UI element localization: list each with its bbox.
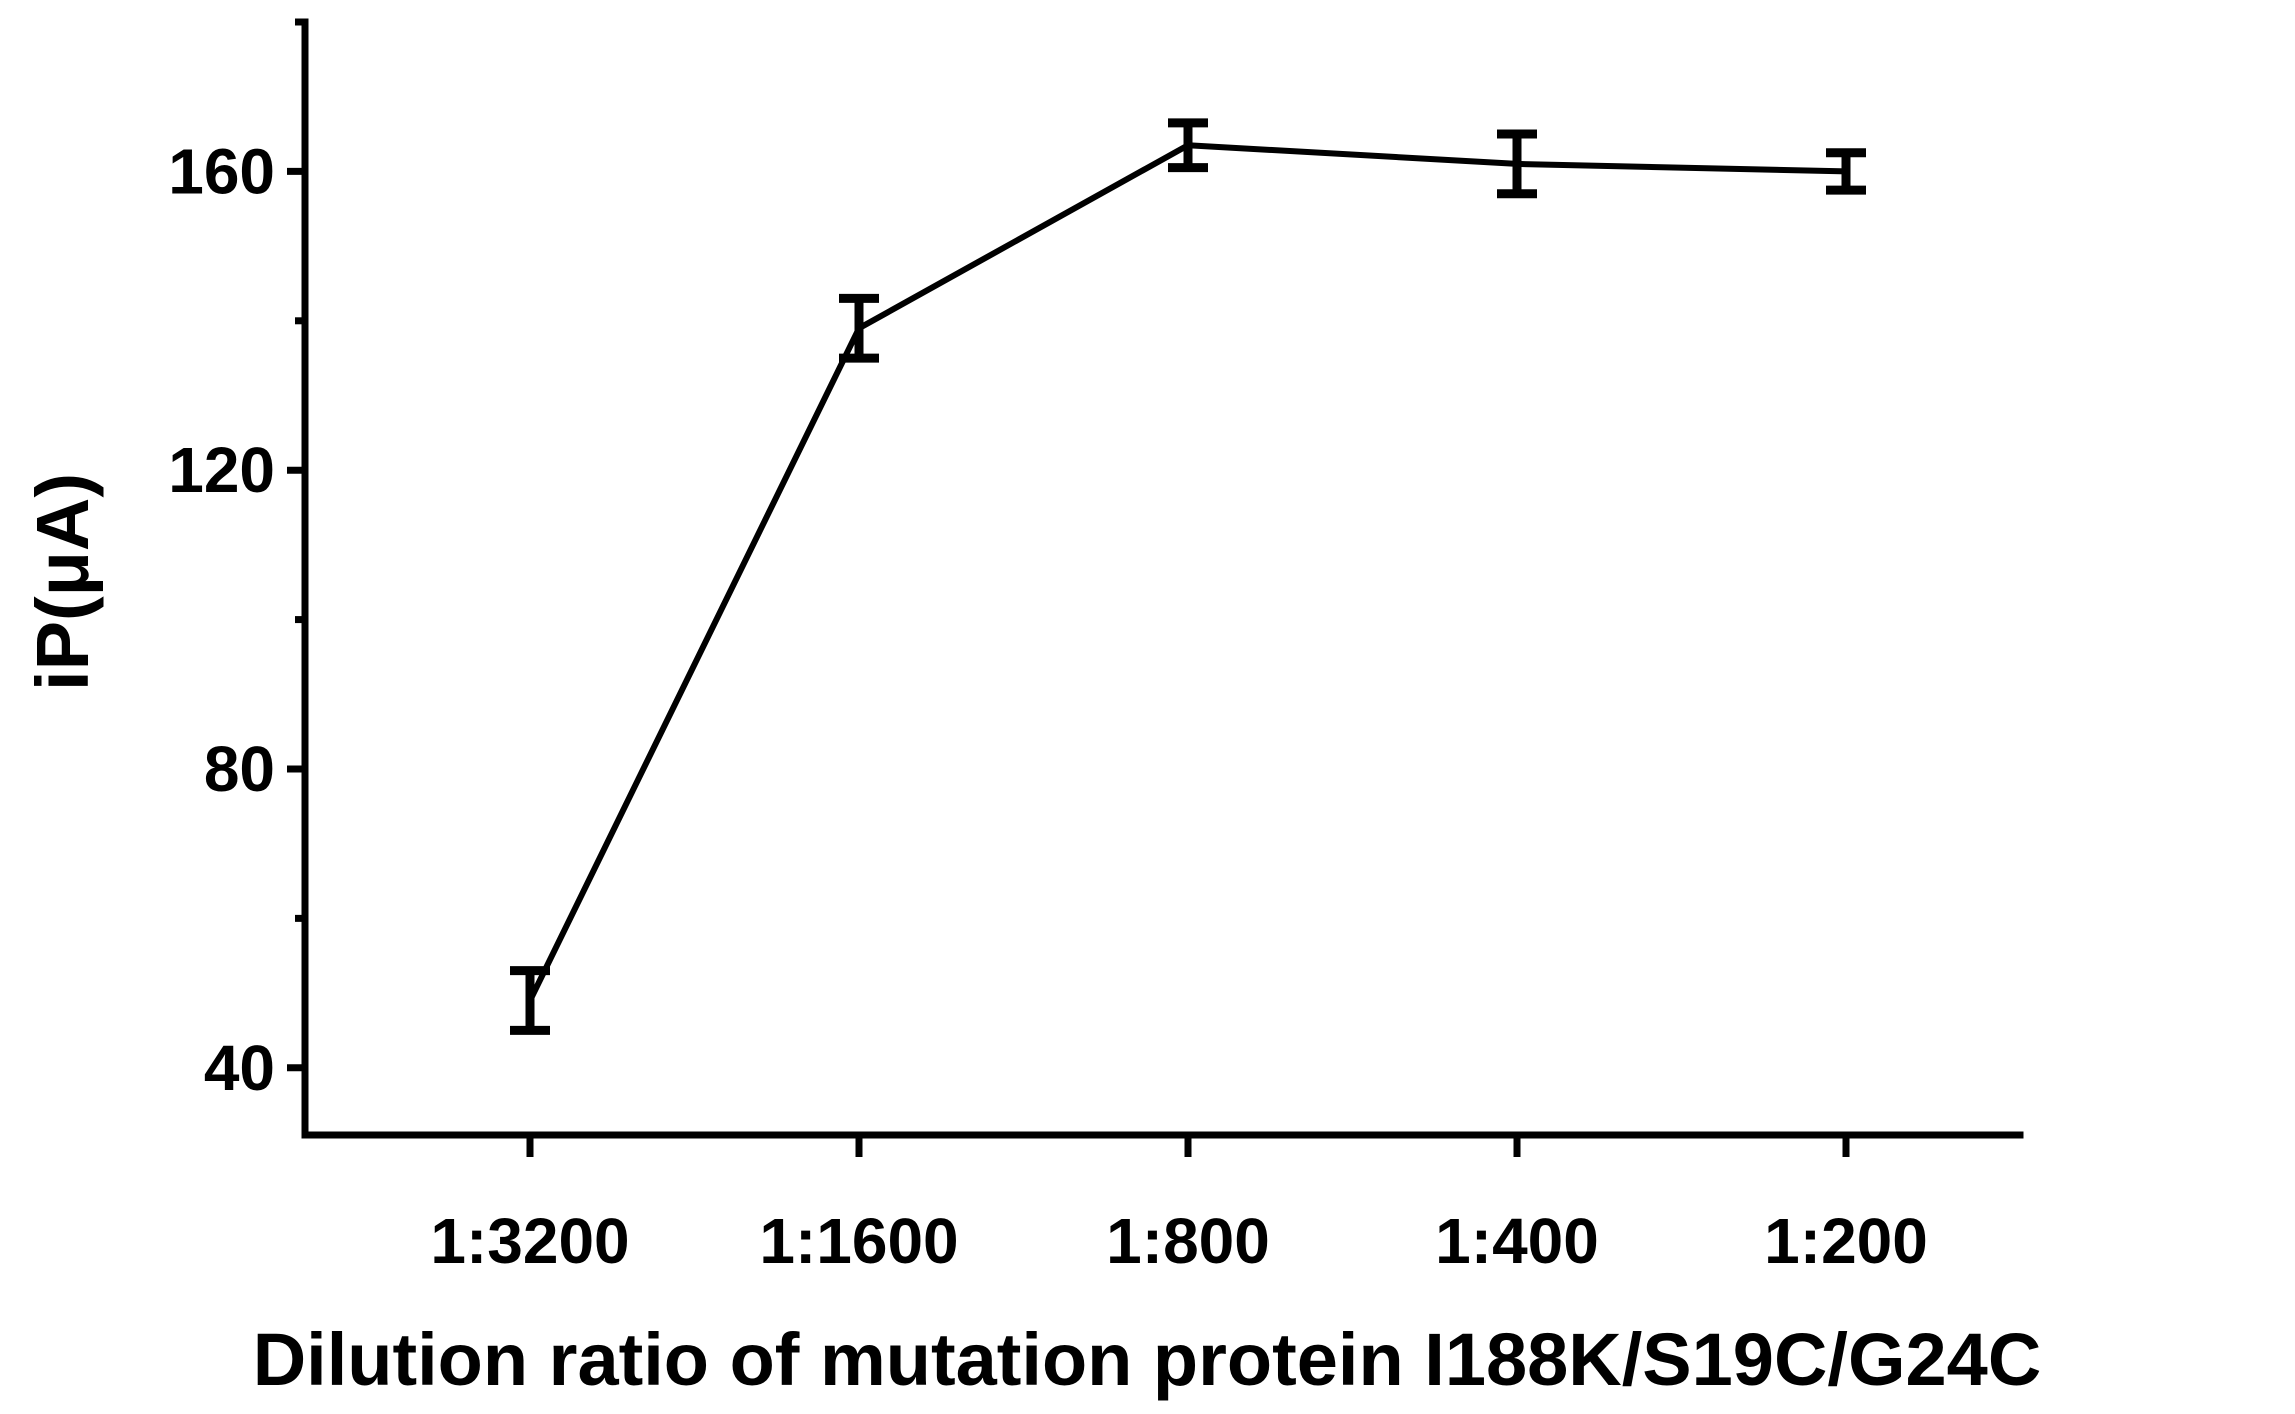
y-tick-label: 160 bbox=[168, 135, 275, 207]
data-series bbox=[510, 118, 1866, 1035]
x-tick-label: 1:200 bbox=[1764, 1205, 1928, 1277]
y-ticks: 40 80 120 160 bbox=[168, 18, 305, 1104]
x-tick-label: 1:800 bbox=[1106, 1205, 1270, 1277]
x-tick-label: 1:3200 bbox=[430, 1205, 629, 1277]
y-axis-title: iP(μA) bbox=[21, 473, 104, 691]
axes bbox=[301, 18, 2024, 1139]
x-axis-title: Dilution ratio of mutation protein I188K… bbox=[253, 1318, 2042, 1401]
x-tick-label: 1:400 bbox=[1435, 1205, 1599, 1277]
x-ticks: 1:3200 1:1600 1:800 1:400 1:200 bbox=[430, 1135, 1928, 1277]
y-tick-label: 40 bbox=[204, 1032, 275, 1104]
series-line bbox=[527, 142, 1847, 1002]
x-tick-label: 1:1600 bbox=[759, 1205, 958, 1277]
y-tick-label: 80 bbox=[204, 733, 275, 805]
y-tick-label: 120 bbox=[168, 434, 275, 506]
